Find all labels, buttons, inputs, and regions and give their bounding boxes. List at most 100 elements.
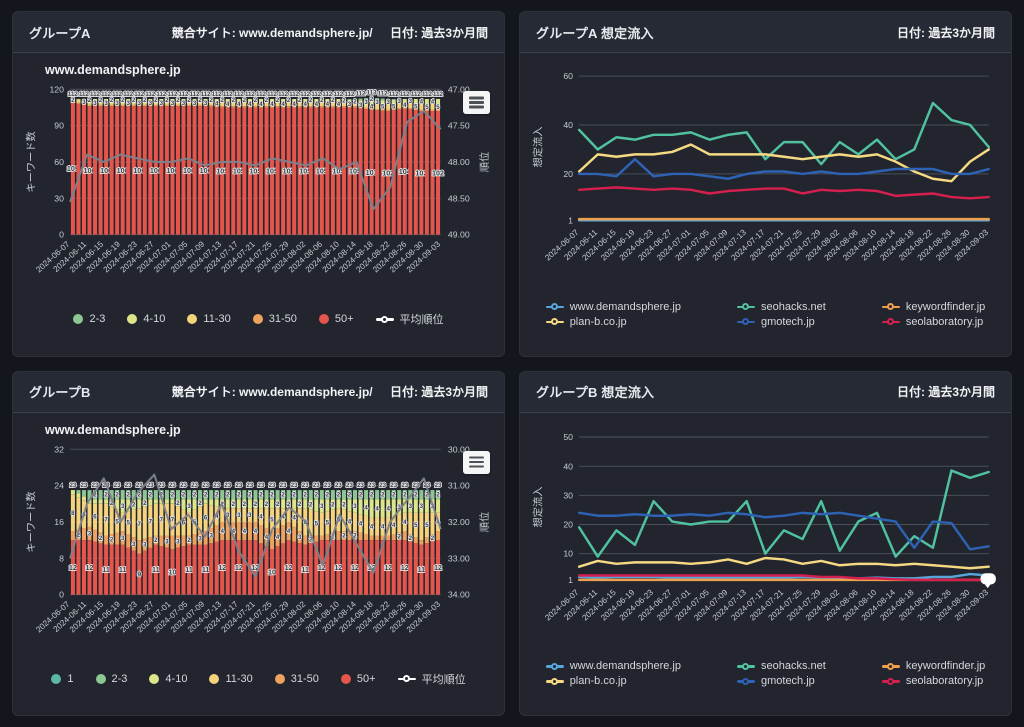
legend-item-seohacks.net[interactable]: seohacks.net bbox=[736, 660, 826, 672]
chart-context-menu-button[interactable] bbox=[463, 450, 490, 474]
legend-item-gmotech.jp[interactable]: gmotech.jp bbox=[736, 675, 826, 687]
meta-date-range: 日付: 過去3か月間 bbox=[389, 385, 488, 399]
svg-text:23: 23 bbox=[147, 482, 154, 489]
svg-text:3: 3 bbox=[82, 99, 86, 106]
svg-text:2: 2 bbox=[425, 491, 429, 498]
svg-text:23: 23 bbox=[435, 482, 442, 489]
hamburger-icon bbox=[469, 101, 484, 104]
groupA-inflow-chart[interactable]: 1204060想定流入2024-06-072024-06-112024-06-1… bbox=[530, 61, 1001, 299]
legend-item-seolaboratory.jp[interactable]: seolaboratory.jp bbox=[881, 675, 986, 687]
legend-label: 31-50 bbox=[290, 672, 319, 685]
svg-text:2: 2 bbox=[243, 97, 247, 104]
legend-item-keywordfinder.jp[interactable]: keywordfinder.jp bbox=[881, 660, 985, 672]
legend-item-50[interactable]: 50+ bbox=[318, 313, 354, 325]
svg-text:4: 4 bbox=[270, 101, 274, 108]
svg-text:4: 4 bbox=[221, 528, 225, 535]
legend-label: 31-50 bbox=[268, 313, 297, 326]
legend-item-seolaboratory.jp[interactable]: seolaboratory.jp bbox=[881, 316, 986, 328]
legend-label: 2-3 bbox=[111, 672, 128, 685]
chart-context-menu-button[interactable] bbox=[463, 91, 490, 114]
legend-item-gmotech.jp[interactable]: gmotech.jp bbox=[736, 316, 826, 328]
legend-marker-icon bbox=[375, 314, 394, 324]
svg-text:23: 23 bbox=[291, 482, 298, 489]
legend-item-plan-b.co.jp[interactable]: plan-b.co.jp bbox=[545, 675, 681, 687]
legend-label: 4-10 bbox=[165, 672, 188, 685]
panel-body: 1 10 20 30 40 50 想定流入 2024-06-07 2024-06-11 2024-… bbox=[520, 413, 1011, 716]
svg-text:2: 2 bbox=[331, 501, 335, 508]
legend-item-1[interactable]: 1 bbox=[51, 673, 74, 685]
groupA-keywords-chart[interactable]: 0 30 60 90 120 47.00 47.50 48.00 48.50 49.00 順位 キーワ… bbox=[23, 79, 494, 309]
svg-text:4: 4 bbox=[420, 98, 424, 105]
legend-item-keywordfinder.jp[interactable]: keywordfinder.jp bbox=[881, 301, 985, 313]
svg-text:3: 3 bbox=[398, 503, 402, 510]
svg-text:3: 3 bbox=[138, 100, 142, 107]
svg-text:112: 112 bbox=[422, 91, 432, 98]
svg-text:112: 112 bbox=[68, 91, 78, 98]
svg-text:12: 12 bbox=[334, 563, 342, 571]
legend-item-2-3[interactable]: 2-3 bbox=[73, 313, 105, 325]
legend-item-11-30[interactable]: 11-30 bbox=[209, 673, 253, 685]
legend-item-4-10[interactable]: 4-10 bbox=[149, 673, 187, 685]
legend-item-www.demandsphere.jp[interactable]: www.demandsphere.jp bbox=[545, 301, 681, 313]
svg-text:23: 23 bbox=[246, 482, 253, 489]
svg-text:3: 3 bbox=[115, 100, 119, 107]
svg-text:5: 5 bbox=[326, 519, 330, 526]
svg-text:2: 2 bbox=[381, 491, 385, 498]
svg-text:3: 3 bbox=[409, 503, 413, 510]
svg-text:3: 3 bbox=[226, 512, 230, 519]
svg-text:5: 5 bbox=[425, 104, 429, 111]
svg-text:6: 6 bbox=[204, 514, 208, 521]
svg-text:5: 5 bbox=[414, 103, 418, 110]
svg-text:2: 2 bbox=[259, 491, 263, 498]
svg-text:4: 4 bbox=[370, 523, 374, 530]
svg-text:112: 112 bbox=[411, 91, 421, 98]
svg-text:3: 3 bbox=[126, 100, 130, 107]
svg-text:4: 4 bbox=[281, 101, 285, 108]
svg-text:23: 23 bbox=[390, 482, 397, 489]
legend-item-50[interactable]: 50+ bbox=[340, 673, 376, 685]
legend-item-[interactable]: 平均順位 bbox=[375, 311, 444, 327]
svg-text:105: 105 bbox=[266, 168, 278, 176]
legend-item-4-10[interactable]: 4-10 bbox=[127, 313, 165, 325]
svg-text:1: 1 bbox=[568, 215, 573, 225]
groupB-inflow-chart[interactable]: 11020304050想定流入2024-06-072024-06-112024-… bbox=[530, 421, 1001, 659]
legend-label: 平均順位 bbox=[421, 673, 466, 686]
legend-item-www.demandsphere.jp[interactable]: www.demandsphere.jp bbox=[545, 660, 681, 672]
legend-item-31-50[interactable]: 31-50 bbox=[274, 672, 319, 685]
panel-groupB-inflow: グループB 想定流入 日付: 過去3か月間 1 10 20 30 40 50 想定流入 202… bbox=[519, 370, 1012, 716]
svg-text:30: 30 bbox=[563, 490, 573, 500]
svg-text:4: 4 bbox=[276, 534, 280, 541]
legend-item-11-30[interactable]: 11-30 bbox=[187, 313, 231, 325]
svg-text:106: 106 bbox=[150, 167, 162, 175]
svg-text:112: 112 bbox=[101, 91, 111, 98]
legend-item-seohacks.net[interactable]: seohacks.net bbox=[736, 300, 826, 313]
legend-item-[interactable]: 平均順位 bbox=[397, 671, 466, 687]
svg-text:2: 2 bbox=[348, 491, 352, 498]
svg-text:112: 112 bbox=[289, 91, 299, 98]
svg-text:2: 2 bbox=[182, 491, 186, 498]
svg-text:60: 60 bbox=[563, 71, 573, 81]
svg-text:105: 105 bbox=[249, 168, 261, 176]
svg-text:3: 3 bbox=[204, 100, 208, 107]
svg-text:105: 105 bbox=[349, 168, 361, 176]
svg-text:2: 2 bbox=[165, 97, 169, 104]
legend-label: plan-b.co.jp bbox=[569, 315, 627, 328]
legend-label: 4-10 bbox=[143, 313, 166, 326]
legend-marker-icon bbox=[545, 661, 564, 671]
legend-marker-icon bbox=[274, 673, 285, 684]
panel-body: 1 20 40 60 想定流入 2024-06-07 2024-06-11 2024-06-1… bbox=[520, 53, 1011, 356]
svg-text:2: 2 bbox=[99, 534, 103, 541]
svg-text:105: 105 bbox=[299, 168, 311, 176]
legend-item-plan-b.co.jp[interactable]: plan-b.co.jp bbox=[545, 315, 681, 328]
legend-item-2-3[interactable]: 2-3 bbox=[95, 672, 128, 685]
svg-text:112: 112 bbox=[256, 91, 266, 98]
svg-text:3: 3 bbox=[132, 540, 136, 547]
svg-text:12: 12 bbox=[69, 563, 77, 571]
svg-text:2: 2 bbox=[276, 500, 280, 507]
legend-label: seohacks.net bbox=[760, 300, 826, 313]
svg-text:5: 5 bbox=[126, 519, 130, 526]
legend-item-31-50[interactable]: 31-50 bbox=[252, 313, 297, 326]
svg-text:4: 4 bbox=[254, 528, 258, 535]
svg-text:2: 2 bbox=[104, 491, 108, 498]
